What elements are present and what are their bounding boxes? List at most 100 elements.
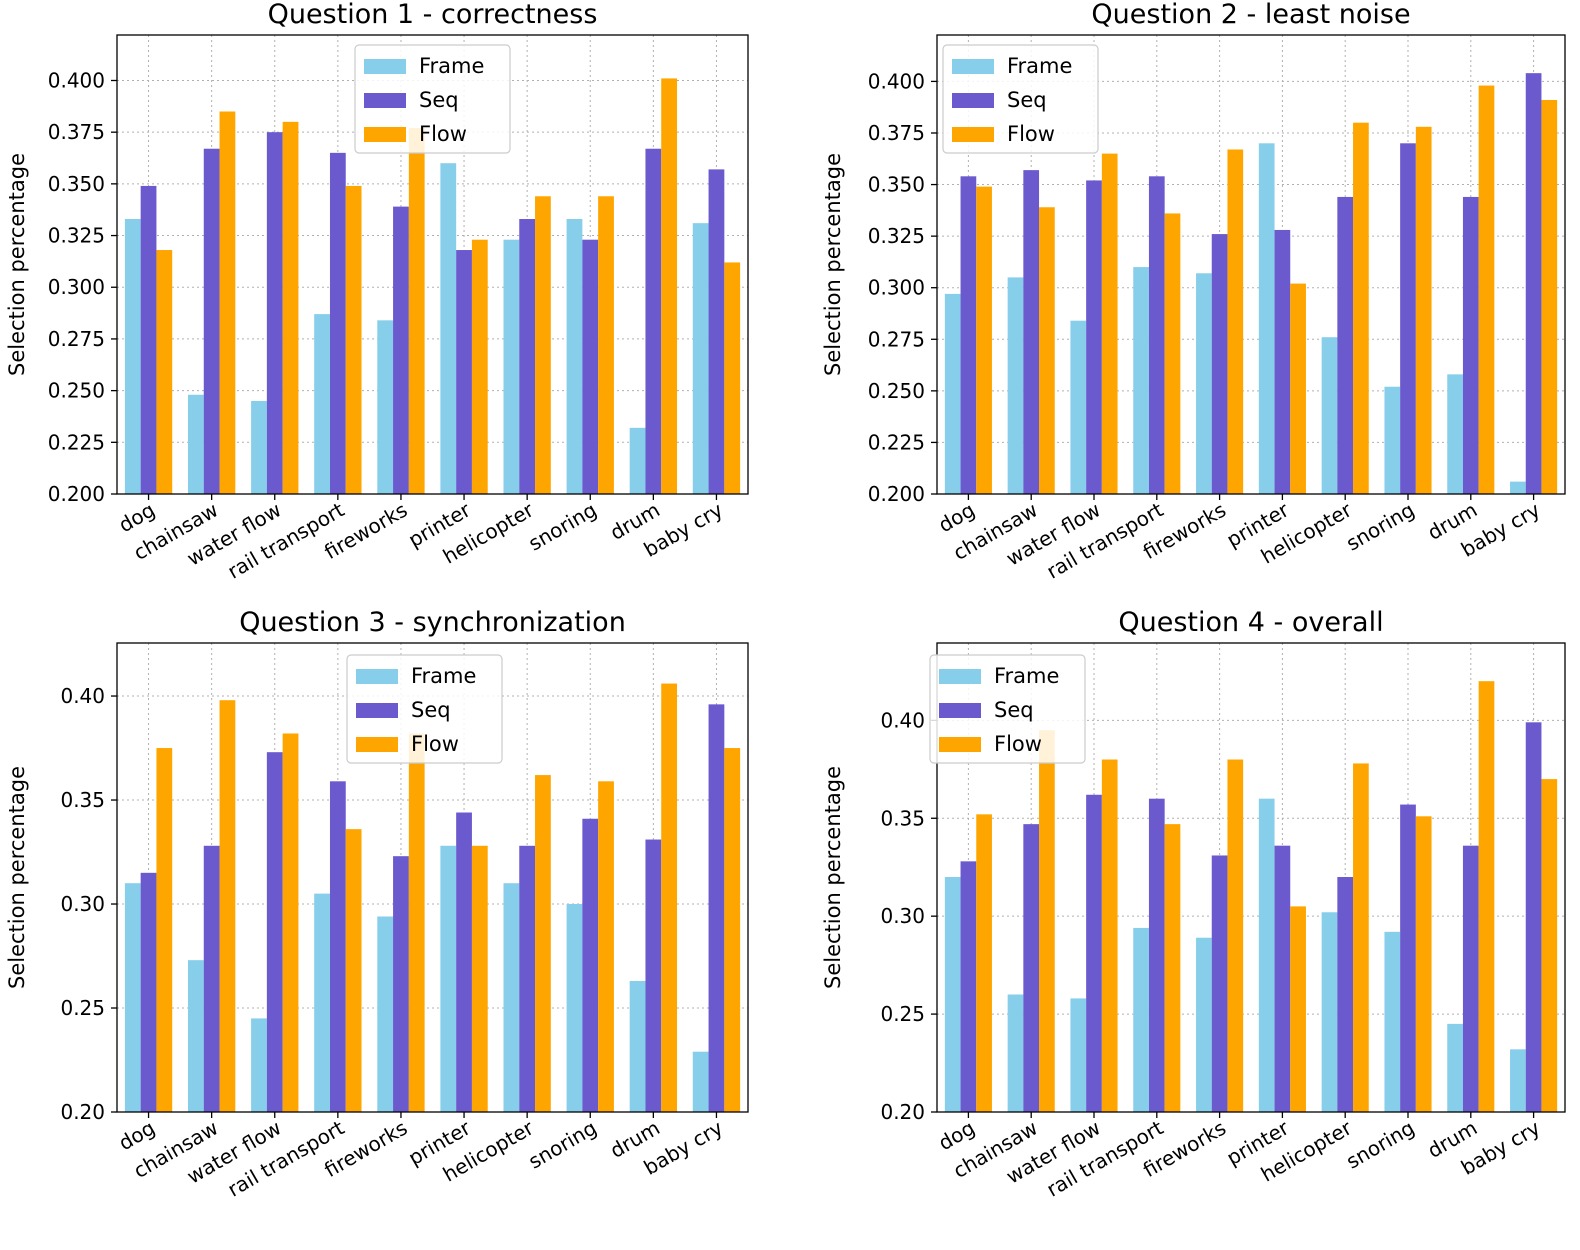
legend-swatch-frame <box>356 669 398 684</box>
y-tick-label: 0.275 <box>48 327 105 351</box>
x-tick-label: snoring <box>524 1116 601 1174</box>
bar-frame-snoring <box>566 219 583 494</box>
legend-swatch-seq <box>952 93 994 108</box>
legend-label-frame: Frame <box>419 54 484 78</box>
bar-frame-fireworks <box>1196 273 1212 494</box>
bar-flow-fireworks <box>408 733 425 1112</box>
y-tick-label: 0.375 <box>48 120 105 144</box>
legend-label-flow: Flow <box>411 732 459 756</box>
bar-frame-helicopter <box>1321 912 1338 1112</box>
bar-frame-chainsaw <box>187 960 204 1112</box>
bar-flow-rail-transport <box>1164 213 1181 495</box>
bar-flow-rail-transport <box>345 185 362 494</box>
bar-frame-rail-transport <box>1133 927 1149 1112</box>
bar-frame-fireworks <box>377 320 394 494</box>
bar-seq-rail-transport <box>329 152 346 494</box>
bar-seq-snoring <box>1400 143 1416 494</box>
y-tick-label: 0.20 <box>60 1100 105 1124</box>
bar-seq-baby-cry <box>1525 73 1542 494</box>
y-tick-label: 0.400 <box>868 69 925 93</box>
bar-flow-printer <box>471 845 488 1112</box>
bar-frame-drum <box>629 427 646 494</box>
y-tick-label: 0.25 <box>60 996 105 1020</box>
bar-seq-printer <box>456 250 472 494</box>
legend-swatch-flow <box>356 737 398 752</box>
y-tick-label: 0.325 <box>868 224 925 248</box>
bar-flow-printer <box>1290 906 1306 1112</box>
bar-seq-helicopter <box>519 845 536 1112</box>
plot-frame <box>116 642 749 1113</box>
bar-seq-helicopter <box>1337 196 1354 494</box>
legend-swatch-seq <box>939 703 981 718</box>
bar-flow-helicopter <box>535 196 551 494</box>
bar-frame-snoring <box>1384 931 1401 1112</box>
bar-seq-water-flow <box>266 752 283 1112</box>
bar-flow-rail-transport <box>1164 824 1181 1112</box>
bar-flow-snoring <box>1415 126 1432 495</box>
bar-frame-water-flow <box>251 1018 267 1112</box>
y-tick-label: 0.30 <box>60 892 105 916</box>
bar-seq-water-flow <box>1086 794 1102 1112</box>
bar-frame-water-flow <box>251 400 267 494</box>
bar-seq-fireworks <box>1211 855 1228 1112</box>
bar-flow-rail-transport <box>345 829 362 1112</box>
plot-frame <box>936 34 1566 495</box>
legend-label-frame: Frame <box>411 664 476 688</box>
bar-flow-helicopter <box>535 775 551 1112</box>
chart-panel-2: Question 2 - least noise 0.200 0.225 0.250 0… <box>821 0 1566 584</box>
y-tick-label: 0.35 <box>880 806 925 830</box>
bar-flow-chainsaw <box>1039 730 1055 1112</box>
bar-frame-helicopter <box>1321 337 1338 494</box>
bar-flow-snoring <box>1415 816 1432 1112</box>
bar-frame-drum <box>629 980 646 1112</box>
bar-seq-helicopter <box>519 219 536 494</box>
legend-swatch-frame <box>364 59 406 74</box>
bar-seq-dog <box>960 176 977 494</box>
bar-flow-dog <box>976 814 992 1112</box>
y-tick-label: 0.350 <box>48 172 105 196</box>
bar-flow-baby-cry <box>1541 779 1558 1112</box>
legend-swatch-flow <box>364 127 406 142</box>
bar-seq-baby-cry <box>708 704 725 1112</box>
bar-frame-rail-transport <box>1133 267 1149 494</box>
y-tick-label: 0.35 <box>60 788 105 812</box>
bar-flow-chainsaw <box>1039 207 1055 494</box>
bar-flow-fireworks <box>408 128 425 495</box>
chart-title: Question 4 - overall <box>1118 607 1383 638</box>
bar-flow-snoring <box>598 196 614 494</box>
bar-seq-dog <box>140 872 157 1112</box>
bar-frame-dog <box>944 877 961 1112</box>
bar-frame-dog <box>124 219 141 494</box>
y-tick-label: 0.350 <box>868 173 925 197</box>
y-tick-label: 0.40 <box>60 684 105 708</box>
bar-frame-baby-cry <box>692 1051 709 1112</box>
bar-flow-fireworks <box>1227 759 1244 1112</box>
bar-frame-drum <box>1447 374 1463 494</box>
bar-flow-helicopter <box>1353 122 1369 494</box>
y-tick-label: 0.200 <box>48 482 105 506</box>
bar-seq-dog <box>960 861 977 1112</box>
bar-seq-chainsaw <box>1023 170 1040 495</box>
y-axis-label: Selection percentage <box>821 766 845 989</box>
y-tick-label: 0.20 <box>880 1100 925 1124</box>
bar-seq-snoring <box>1400 804 1416 1112</box>
bar-frame-helicopter <box>503 883 520 1112</box>
bar-seq-baby-cry <box>708 169 725 494</box>
bar-frame-water-flow <box>1070 320 1087 494</box>
y-tick-label: 0.250 <box>868 379 925 403</box>
bar-seq-printer <box>1274 229 1291 495</box>
bar-seq-rail-transport <box>329 781 346 1112</box>
bar-seq-drum <box>645 839 662 1112</box>
bar-flow-printer <box>1290 283 1306 494</box>
bar-flow-drum <box>661 78 678 495</box>
y-tick-label: 0.250 <box>48 379 105 403</box>
legend-label-seq: Seq <box>411 698 451 722</box>
x-tick-label: snoring <box>524 498 601 556</box>
bar-flow-dog <box>156 748 173 1112</box>
bar-frame-snoring <box>566 904 583 1112</box>
bar-seq-helicopter <box>1337 877 1354 1112</box>
y-tick-label: 0.225 <box>48 430 105 454</box>
legend-label-seq: Seq <box>419 88 459 112</box>
legend-label-seq: Seq <box>994 698 1034 722</box>
x-tick-label: snoring <box>1342 1116 1419 1174</box>
